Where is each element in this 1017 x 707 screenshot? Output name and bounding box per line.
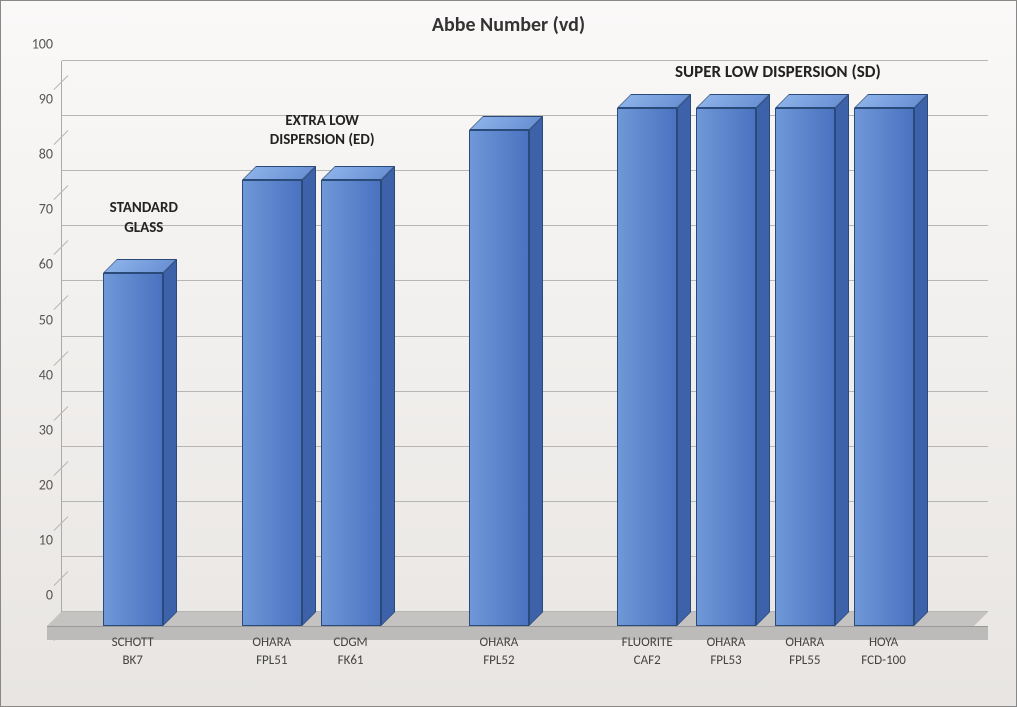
y-axis-label: 50 [17,311,53,328]
x-axis-label: HOYAFCD-100 [861,634,906,669]
bar-side [163,259,177,626]
x-axis-label: FLUORITECAF2 [622,634,673,669]
bar-side [677,94,691,626]
y-axis-label: 90 [17,91,53,108]
bar-side [914,94,928,626]
x-axis-label: OHARAFPL52 [479,634,518,669]
x-axis-label: OHARAFPL53 [707,634,746,669]
bar-side [756,94,770,626]
bar-side [302,166,316,626]
bar-front [617,108,677,626]
bar-front [242,180,302,626]
y-axis-label: 20 [17,476,53,493]
bar-front [321,180,381,626]
bar-side [529,116,543,626]
plot-area: 0102030405060708090100SCHOTTBK7OHARAFPL5… [61,61,988,626]
y-axis-label: 0 [17,587,53,604]
y-axis-label: 10 [17,531,53,548]
x-axis-label: OHARAFPL55 [785,634,824,669]
x-axis-label: OHARAFPL51 [252,634,291,669]
bar-side [835,94,849,626]
y-axis-label: 40 [17,366,53,383]
y-axis-label: 30 [17,421,53,438]
chart-title: Abbe Number (vd) [1,1,1016,37]
bar-front [469,130,529,626]
x-axis-label: CDGMFK61 [333,634,367,669]
bar-front [696,108,756,626]
bar-front [854,108,914,626]
annotation: STANDARDGLASS [89,199,199,238]
y-axis-label: 70 [17,201,53,218]
annotation: SUPER LOW DISPERSION (SD) [608,61,948,83]
chart-container: Abbe Number (vd) 0102030405060708090100S… [0,0,1017,707]
y-axis-label: 60 [17,256,53,273]
y-axis-label: 80 [17,146,53,163]
bar-front [103,273,163,626]
x-axis-label: SCHOTTBK7 [112,634,154,669]
bar-front [775,108,835,626]
annotation: EXTRA LOWDISPERSION (ED) [237,112,407,151]
y-axis-label: 100 [17,36,53,53]
bar-side [381,166,395,626]
